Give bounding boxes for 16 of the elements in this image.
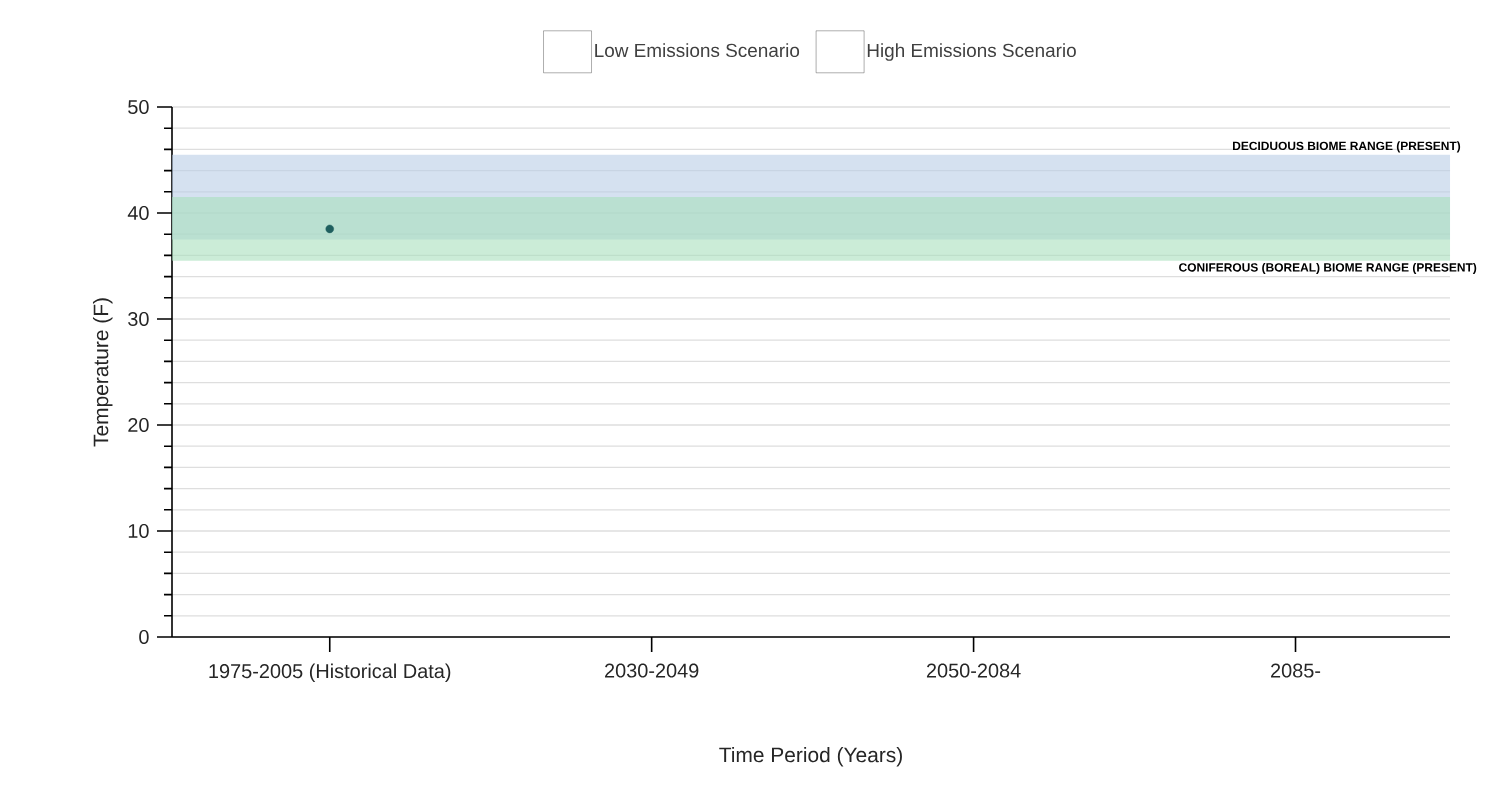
x-axis-title: Time Period (Years) [719,746,902,767]
x-tick-label: 1975-2005 (Historical Data) [209,663,451,683]
y-tick-label: 0 [139,629,149,645]
legend-label: Low Emissions Scenario [595,43,800,58]
y-tick-label: 30 [128,311,149,327]
x-tick-label: 2050-2084 [926,663,1021,678]
x-tick-label: 2085- [1271,663,1321,678]
y-tick-label: 10 [128,523,149,539]
band-label: CONIFEROUS (BOREAL) BIOME RANGE (PRESENT) [1179,262,1477,275]
x-tick-label: 2030-2049 [605,663,699,678]
y-tick-label: 40 [127,205,149,221]
y-axis-title: Temperature (F) [92,298,113,447]
y-tick-label: 50 [128,99,149,115]
band-label: DECIDUOUS BIOME RANGE (PRESENT) [1233,141,1461,153]
legend-label: High Emissions Scenario [867,43,1076,61]
y-tick-label: 20 [128,417,149,433]
